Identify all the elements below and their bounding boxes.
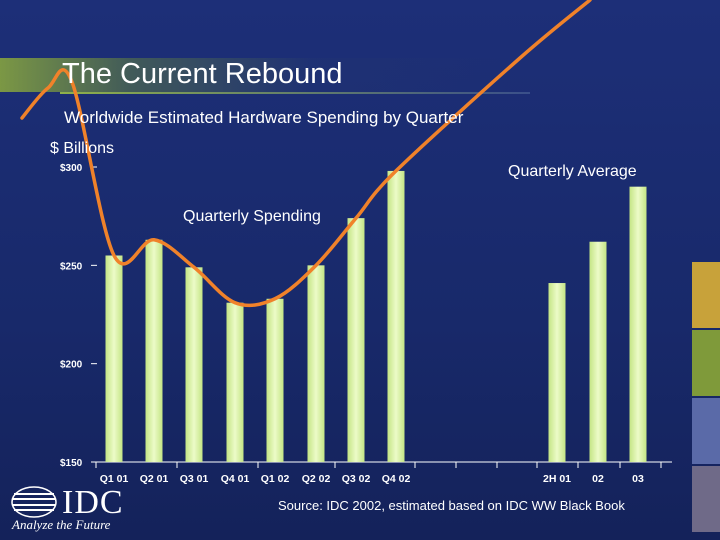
x-tick-label-0-6: Q3 02	[342, 473, 371, 485]
side-tile-1	[692, 262, 720, 328]
trend-curve	[20, 0, 592, 308]
side-tile-2	[692, 330, 720, 396]
logo-tagline: Analyze the Future	[12, 517, 111, 532]
bar-q3-02	[347, 218, 365, 462]
y-tick-label-3: $150	[60, 458, 83, 469]
source-note: Source: IDC 2002, estimated based on IDC…	[278, 498, 625, 513]
bar-q3-01	[185, 267, 203, 462]
x-tick-label-0-5: Q2 02	[302, 473, 331, 485]
globe-icon	[11, 486, 57, 518]
y-axis-label: $ Billions	[50, 140, 115, 157]
y-tick-label-0: $300	[60, 163, 83, 174]
x-tick-label-1-2: 03	[632, 473, 644, 485]
x-tick-label-0-1: Q2 01	[140, 473, 169, 485]
x-tick-label-0-0: Q1 01	[100, 473, 129, 485]
x-tick-label-0-7: Q4 02	[382, 473, 411, 485]
bar-q1-01	[105, 255, 123, 462]
side-tile-3	[692, 398, 720, 464]
bar-q4-01	[226, 302, 244, 462]
y-tick-label-2: $200	[60, 360, 83, 371]
x-tick-label-0-3: Q4 01	[221, 473, 250, 485]
bar-02	[589, 241, 607, 462]
y-tick-label-1: $250	[60, 261, 83, 272]
x-tick-label-0-4: Q1 02	[261, 473, 290, 485]
x-tick-label-1-0: 2H 01	[543, 473, 571, 485]
bar-03	[629, 186, 647, 462]
logo-wordmark: IDC	[62, 484, 124, 521]
x-tick-label-0-2: Q3 01	[180, 473, 209, 485]
callout-quarterly-spending: Quarterly Spending	[183, 208, 321, 225]
chart-title: Worldwide Estimated Hardware Spending by…	[64, 108, 464, 127]
bar-q4-02	[387, 170, 405, 462]
bar-q2-01	[145, 239, 163, 462]
title-underline	[60, 92, 530, 94]
bar-2h-01	[548, 283, 566, 462]
bar-q2-02	[307, 265, 325, 462]
callout-quarterly-average: Quarterly Average	[508, 163, 637, 180]
x-tick-label-1-1: 02	[592, 473, 604, 485]
idc-logo: IDC Analyze the Future	[10, 484, 123, 534]
title-accent-band	[0, 58, 520, 92]
page-title: The Current Rebound	[62, 58, 343, 90]
bar-q1-02	[266, 298, 284, 462]
side-tile-4	[692, 466, 720, 532]
